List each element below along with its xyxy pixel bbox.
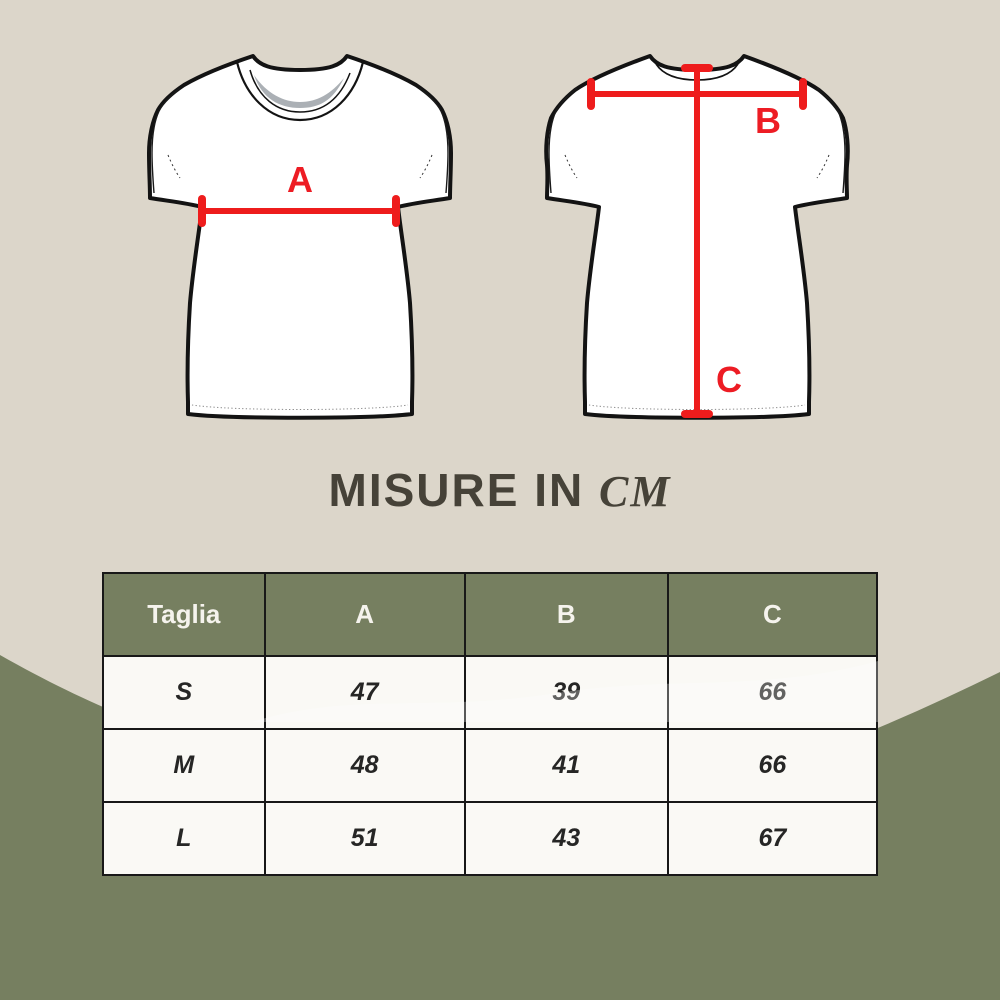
svg-text:A: A — [287, 159, 313, 200]
svg-text:C: C — [716, 359, 742, 400]
svg-text:B: B — [755, 100, 781, 141]
